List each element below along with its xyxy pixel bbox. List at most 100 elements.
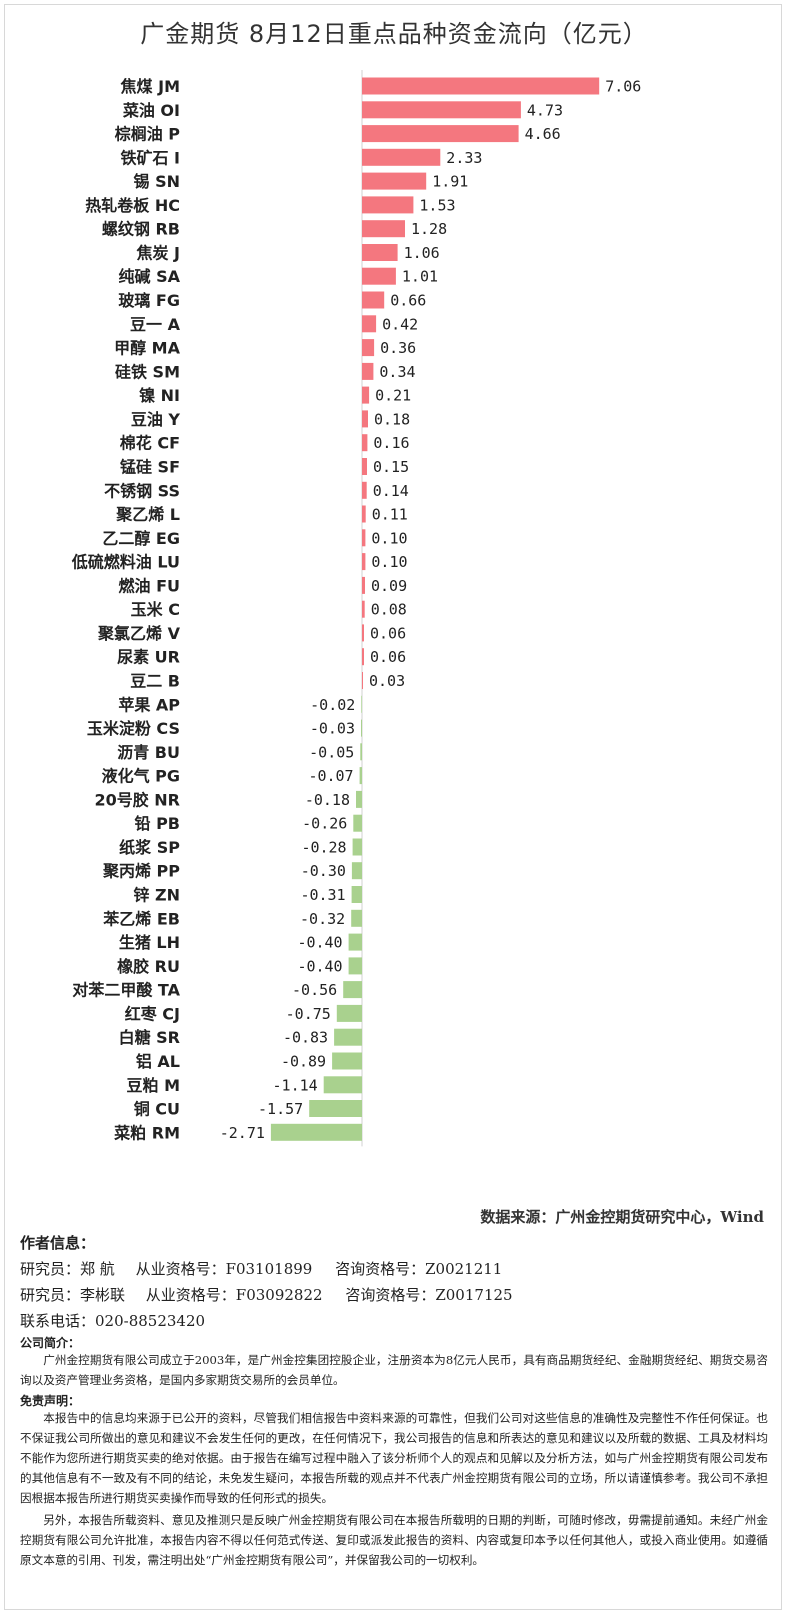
bar <box>362 196 413 213</box>
category-label: 玉米 C <box>131 600 180 619</box>
category-label: 玉米淀粉 CS <box>87 719 180 738</box>
value-label: 0.10 <box>371 553 407 571</box>
category-label: 甲醇 MA <box>114 339 180 358</box>
value-label: 0.36 <box>380 339 416 357</box>
category-label: 玻璃 FG <box>118 291 180 310</box>
value-label: -0.26 <box>302 815 347 833</box>
bar <box>362 339 374 356</box>
bar <box>362 315 376 332</box>
value-label: 4.66 <box>525 125 561 143</box>
bar <box>362 410 368 427</box>
category-label: 铁矿石 I <box>120 148 180 167</box>
value-label: -0.40 <box>297 934 342 952</box>
bar <box>362 387 369 404</box>
value-label: 1.53 <box>419 196 455 214</box>
bar <box>361 696 362 713</box>
researcher-name: 研究员：李彬联 <box>20 1284 125 1305</box>
category-label: 生猪 LH <box>119 933 180 952</box>
bar <box>353 839 362 856</box>
value-label: -0.28 <box>301 839 346 857</box>
bar <box>362 506 366 523</box>
bar <box>349 934 362 951</box>
bar <box>309 1100 362 1117</box>
value-label: -0.31 <box>300 886 345 904</box>
value-label: -0.18 <box>305 791 350 809</box>
bar <box>362 482 367 499</box>
value-label: -0.32 <box>300 910 345 928</box>
category-label: 聚丙烯 PP <box>102 862 180 881</box>
category-label: 苹果 AP <box>118 695 180 714</box>
company-intro-text: 广州金控期货有限公司成立于2003年，是广州金控集团控股企业，注册资本为8亿元人… <box>20 1350 768 1390</box>
value-label: 1.91 <box>432 173 468 191</box>
bar <box>334 1029 362 1046</box>
bar <box>362 624 364 641</box>
category-label: 沥青 BU <box>117 743 180 762</box>
value-label: 0.10 <box>371 529 407 547</box>
category-label: 白糖 SR <box>119 1028 180 1047</box>
category-label: 菜粕 RM <box>113 1123 180 1142</box>
bar <box>362 601 365 618</box>
bar <box>324 1076 362 1093</box>
value-label: 0.08 <box>371 601 407 619</box>
bar <box>362 292 384 309</box>
value-label: -0.30 <box>301 862 346 880</box>
value-label: -0.05 <box>309 743 354 761</box>
category-label: 螺纹钢 RB <box>102 220 180 239</box>
bar <box>362 149 440 166</box>
value-label: 2.33 <box>446 149 482 167</box>
bar <box>362 363 373 380</box>
bar <box>362 458 367 475</box>
value-label: 0.03 <box>369 672 405 690</box>
category-label: 铝 AL <box>136 1052 180 1071</box>
category-label: 棕榈油 P <box>115 125 181 144</box>
category-label: 锰硅 SF <box>120 458 180 477</box>
category-label: 豆油 Y <box>131 410 181 429</box>
category-label: 苯乙烯 EB <box>102 909 180 928</box>
value-label: -0.07 <box>308 767 353 785</box>
bar <box>362 529 365 546</box>
value-label: 0.42 <box>382 315 418 333</box>
category-label: 豆粕 M <box>127 1076 181 1095</box>
category-label: 豆一 A <box>130 315 181 334</box>
bar <box>362 173 426 190</box>
category-label: 橡胶 RU <box>117 957 180 976</box>
category-label: 铅 PB <box>135 814 181 833</box>
category-label: 硅铁 SM <box>115 362 180 381</box>
bar <box>362 125 519 142</box>
category-label: 20号胶 NR <box>94 790 180 809</box>
category-label: 镍 NI <box>139 386 180 405</box>
bar <box>337 1005 362 1022</box>
bar <box>362 577 365 594</box>
disclaimer-heading: 免责声明： <box>20 1392 80 1409</box>
category-label: 锌 ZN <box>133 886 180 905</box>
value-label: 0.21 <box>375 387 411 405</box>
value-label: -1.57 <box>258 1100 303 1118</box>
disclaimer-paragraph-2: 另外，本报告所载资料、意见及推测只是反映广州金控期货有限公司在本报告所载明的日期… <box>20 1510 768 1570</box>
value-label: -1.14 <box>273 1076 318 1094</box>
researcher-consult-id: 咨询资格号：Z0017125 <box>345 1284 512 1305</box>
value-label: 0.15 <box>373 458 409 476</box>
value-label: -0.89 <box>281 1053 326 1071</box>
category-label: 豆二 B <box>130 672 180 691</box>
value-label: 0.18 <box>374 410 410 428</box>
researcher-qualification: 从业资格号：F03101899 <box>136 1258 313 1279</box>
category-label: 热轧卷板 HC <box>85 196 180 215</box>
bar <box>362 434 367 451</box>
category-label: 棉花 CF <box>120 434 180 453</box>
bar <box>271 1124 362 1141</box>
company-intro-heading: 公司简介： <box>20 1334 80 1351</box>
bar <box>353 815 362 832</box>
category-label: 聚乙烯 L <box>115 505 180 524</box>
value-label: -0.56 <box>292 981 337 999</box>
value-label: 4.73 <box>527 101 563 119</box>
bar <box>362 78 599 95</box>
value-label: 0.09 <box>371 577 407 595</box>
category-label: 对苯二甲酸 TA <box>72 981 180 1000</box>
value-label: 0.34 <box>379 363 415 381</box>
category-label: 低硫燃料油 LU <box>71 553 180 572</box>
value-label: -0.03 <box>310 720 355 738</box>
bar <box>356 791 362 808</box>
category-label: 尿素 UR <box>117 648 180 667</box>
value-label: 0.14 <box>373 482 409 500</box>
value-label: 7.06 <box>605 78 641 96</box>
